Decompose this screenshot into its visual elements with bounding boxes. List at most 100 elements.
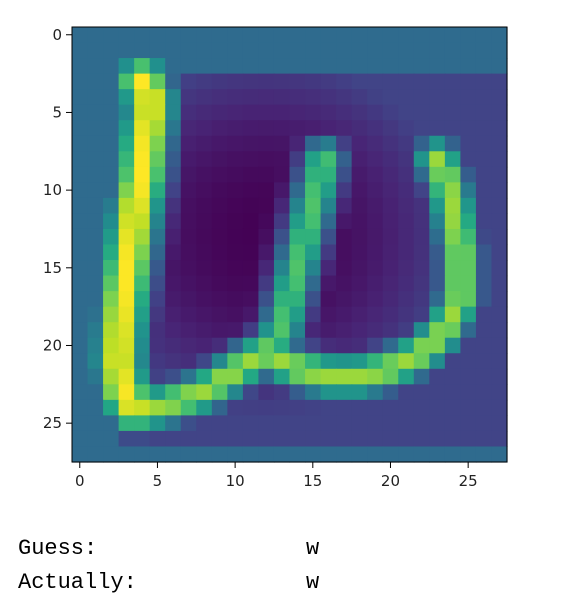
- heatmap-cell: [367, 368, 384, 385]
- heatmap-cell: [273, 27, 291, 44]
- heatmap-cell: [336, 337, 353, 354]
- heatmap-cell: [273, 353, 291, 370]
- heatmap-cell: [149, 120, 166, 137]
- heatmap-cell: [242, 228, 260, 246]
- heatmap-cell: [87, 306, 104, 323]
- heatmap-cell: [413, 306, 430, 323]
- heatmap-cell: [103, 182, 120, 199]
- heatmap-cell: [103, 213, 120, 230]
- heatmap-cell: [242, 182, 260, 199]
- heatmap-cell: [444, 322, 461, 339]
- heatmap-cell: [273, 368, 291, 385]
- heatmap-cell: [273, 58, 291, 75]
- heatmap-cell: [134, 260, 151, 277]
- heatmap-cell: [196, 135, 213, 152]
- heatmap-cell: [242, 291, 260, 308]
- heatmap-cell: [180, 446, 197, 463]
- heatmap-cell: [367, 151, 384, 168]
- heatmap-cell: [118, 120, 135, 137]
- heatmap-cell: [149, 73, 166, 90]
- heatmap-cell: [211, 353, 228, 370]
- heatmap-cell: [180, 430, 197, 448]
- heatmap-cell: [413, 368, 430, 385]
- heatmap-cell: [305, 399, 322, 416]
- heatmap-cell: [444, 384, 461, 401]
- heatmap-cell: [444, 430, 461, 448]
- heatmap-cell: [336, 166, 353, 183]
- heatmap-cell: [134, 213, 151, 230]
- heatmap-cell: [305, 197, 322, 215]
- heatmap-cell: [460, 182, 477, 199]
- heatmap-cell: [227, 197, 244, 215]
- heatmap-cell: [180, 166, 197, 183]
- heatmap-cell: [336, 415, 353, 432]
- heatmap-cell: [320, 368, 337, 385]
- heatmap-cell: [211, 337, 228, 354]
- heatmap-cell: [72, 166, 89, 183]
- heatmap-cell: [336, 306, 353, 323]
- heatmap-cell: [118, 275, 135, 292]
- heatmap-cell: [336, 244, 353, 261]
- heatmap-cell: [382, 353, 399, 370]
- heatmap-cell: [413, 322, 430, 339]
- heatmap-cell: [149, 89, 166, 106]
- heatmap-cell: [72, 244, 89, 261]
- heatmap-cell: [258, 104, 275, 121]
- heatmap-cell: [336, 353, 353, 370]
- heatmap-cell: [289, 151, 306, 168]
- heatmap-cell: [165, 322, 182, 339]
- y-tick-label: 0: [52, 26, 62, 44]
- heatmap-cell: [413, 120, 430, 137]
- heatmap-cell: [382, 182, 399, 199]
- heatmap-cell: [103, 135, 120, 152]
- heatmap-cell: [367, 182, 384, 199]
- heatmap-cell: [227, 151, 244, 168]
- heatmap-cell: [320, 58, 337, 75]
- heatmap-cell: [351, 446, 368, 463]
- heatmap-cell: [72, 197, 89, 215]
- heatmap-cell: [149, 368, 166, 385]
- heatmap-cell: [429, 415, 446, 432]
- heatmap-cell: [382, 73, 399, 90]
- heatmap-cell: [273, 89, 291, 106]
- y-tick-label: 25: [43, 414, 62, 432]
- heatmap-cell: [180, 197, 197, 215]
- heatmap-cell: [475, 337, 493, 354]
- heatmap-cell: [196, 182, 213, 199]
- heatmap-cell: [444, 135, 461, 152]
- heatmap-cell: [336, 104, 353, 121]
- heatmap-cell: [165, 89, 182, 106]
- heatmap-cell: [72, 322, 89, 339]
- heatmap-cell: [273, 197, 291, 215]
- heatmap-cell: [118, 197, 135, 215]
- heatmap-cell: [180, 42, 197, 59]
- heatmap-cell: [87, 104, 104, 121]
- heatmap-cell: [211, 42, 228, 59]
- heatmap-cell: [242, 322, 260, 339]
- heatmap-cell: [413, 135, 430, 152]
- heatmap-cell: [258, 353, 275, 370]
- heatmap-cell: [289, 42, 306, 59]
- heatmap-cell: [336, 182, 353, 199]
- heatmap-cell: [429, 353, 446, 370]
- heatmap-cell: [475, 322, 493, 339]
- heatmap-cell: [196, 228, 213, 246]
- heatmap-cell: [460, 275, 477, 292]
- heatmap-cell: [196, 322, 213, 339]
- heatmap-cell: [149, 275, 166, 292]
- heatmap-cell: [320, 228, 337, 246]
- heatmap-cell: [134, 197, 151, 215]
- heatmap-cell: [258, 244, 275, 261]
- heatmap-cell: [475, 446, 493, 463]
- heatmap-cell: [273, 306, 291, 323]
- heatmap-cell: [429, 322, 446, 339]
- heatmap-cell: [305, 260, 322, 277]
- heatmap-cell: [351, 337, 368, 354]
- heatmap-cell: [180, 89, 197, 106]
- heatmap-cell: [103, 384, 120, 401]
- heatmap-cell: [460, 306, 477, 323]
- y-tick-label: 10: [43, 181, 62, 199]
- heatmap-cell: [87, 135, 104, 152]
- heatmap-cell: [134, 58, 151, 75]
- heatmap-cell: [460, 213, 477, 230]
